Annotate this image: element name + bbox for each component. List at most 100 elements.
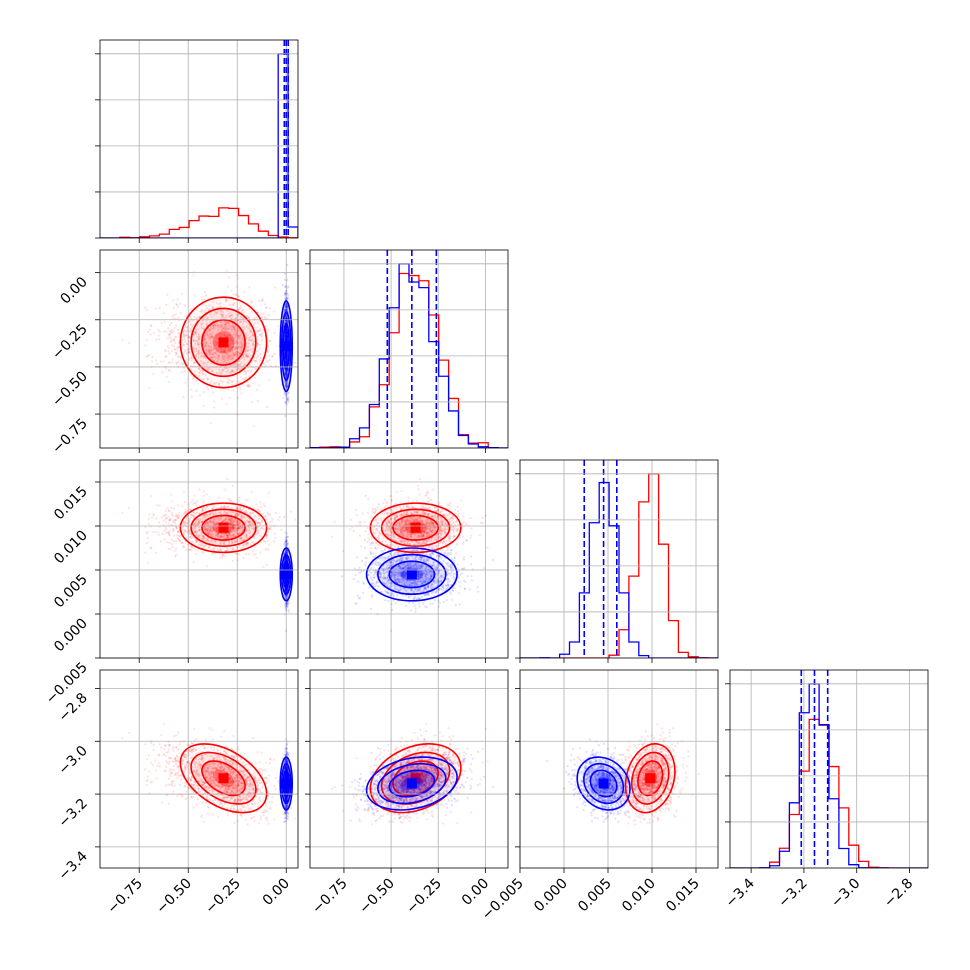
scatter-point [284, 339, 287, 342]
scatter-point [259, 352, 262, 356]
scatter-point [194, 330, 197, 334]
scatter-point [236, 314, 240, 317]
scatter-point [285, 329, 288, 332]
scatter-point [285, 338, 288, 341]
scatter-point [256, 350, 259, 353]
scatter-point [182, 333, 186, 337]
scatter-point [251, 330, 254, 334]
scatter-point [231, 364, 234, 367]
scatter-point [240, 315, 243, 318]
scatter-point [284, 305, 288, 308]
scatter-point [286, 338, 289, 341]
scatter-point [284, 372, 287, 376]
scatter-point [238, 381, 242, 384]
scatter-point [207, 335, 210, 338]
scatter-point [285, 356, 288, 360]
scatter-point [187, 350, 190, 353]
scatter-point [219, 511, 222, 514]
scatter-point [233, 328, 236, 331]
scatter-point [222, 351, 225, 354]
scatter-point [286, 279, 289, 282]
scatter-point [285, 338, 289, 341]
scatter-point [284, 356, 287, 359]
scatter-point [290, 510, 293, 513]
scatter-point [249, 329, 252, 332]
scatter-point [165, 375, 168, 379]
scatter-point [234, 330, 237, 333]
scatter-point [284, 382, 287, 386]
scatter-point [284, 352, 287, 355]
scatter-point [199, 369, 202, 372]
scatter-point [294, 518, 297, 521]
scatter-point [285, 335, 288, 339]
scatter-point [208, 367, 211, 370]
scatter-point [230, 324, 234, 327]
scatter-point [285, 329, 288, 332]
scatter-point [247, 384, 250, 387]
scatter-point [163, 514, 167, 518]
scatter-point [284, 351, 287, 354]
scatter-point [194, 373, 197, 376]
scatter-point [225, 299, 228, 302]
scatter-point [194, 379, 197, 382]
scatter-point [284, 334, 287, 338]
scatter-point [217, 334, 220, 337]
scatter-point [219, 314, 222, 317]
scatter-point [237, 334, 240, 337]
scatter-point [285, 332, 288, 335]
scatter-point [284, 357, 287, 360]
scatter-point [284, 353, 288, 357]
scatter-point [285, 319, 288, 323]
scatter-point [174, 351, 178, 354]
scatter-point [244, 372, 248, 375]
scatter-point [170, 337, 173, 340]
scatter-point [284, 335, 288, 338]
scatter-point [285, 336, 288, 339]
scatter-point [284, 291, 288, 295]
scatter-point [238, 352, 242, 355]
scatter-point [208, 320, 212, 324]
scatter-point [284, 278, 287, 282]
scatter-point [201, 322, 204, 325]
scatter-point [215, 353, 219, 356]
scatter-point [186, 342, 190, 346]
scatter-point [284, 380, 287, 383]
scatter-point [285, 298, 288, 301]
scatter-point [221, 354, 224, 357]
scatter-point [211, 336, 214, 339]
scatter-point [229, 354, 232, 357]
scatter-point [209, 313, 213, 316]
scatter-point [181, 343, 185, 346]
scatter-point [207, 349, 210, 352]
scatter-point [285, 355, 288, 358]
scatter-point [284, 354, 287, 357]
scatter-point [205, 344, 208, 347]
scatter-point [235, 363, 238, 366]
scatter-point [284, 309, 287, 312]
scatter-point [235, 285, 238, 288]
scatter-point [169, 547, 172, 551]
scatter-point [284, 357, 287, 360]
scatter-point [166, 327, 170, 330]
scatter-point [241, 322, 244, 325]
scatter-point [220, 315, 223, 318]
scatter-point [232, 352, 235, 355]
scatter-point [193, 347, 196, 351]
scatter-point [226, 381, 229, 384]
scatter-point [154, 307, 157, 310]
scatter-point [284, 329, 287, 332]
scatter-point [183, 511, 186, 514]
scatter-point [203, 334, 207, 337]
scatter-point [229, 314, 232, 318]
scatter-point [194, 339, 197, 342]
scatter-point [249, 300, 252, 303]
scatter-point [200, 326, 204, 329]
scatter-point [286, 351, 289, 355]
scatter-point [285, 317, 288, 320]
scatter-point [248, 355, 251, 358]
scatter-point [284, 316, 287, 319]
scatter-point [217, 354, 221, 357]
scatter-point [205, 368, 208, 371]
scatter-point [285, 331, 288, 334]
scatter-point [214, 351, 217, 354]
